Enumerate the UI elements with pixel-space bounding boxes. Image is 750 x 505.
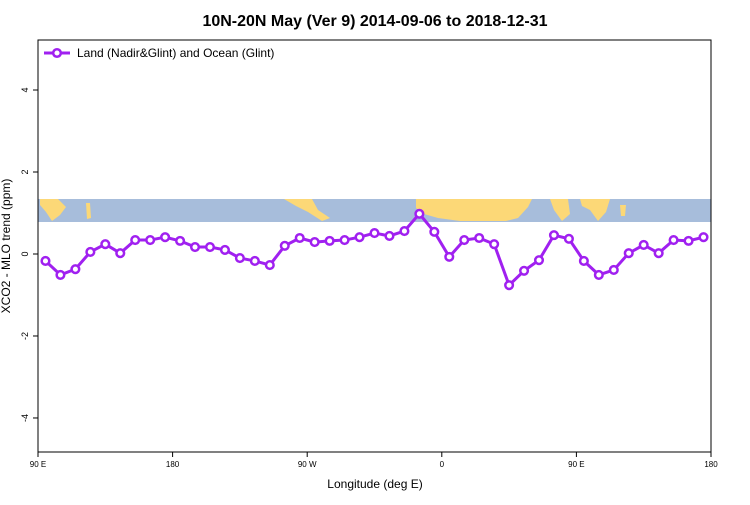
x-tick-label: 180 — [704, 460, 718, 469]
data-point — [145, 235, 156, 246]
data-point — [414, 208, 425, 219]
data-point — [189, 241, 201, 253]
data-point — [40, 255, 51, 267]
x-tick-label: 90 W — [298, 460, 317, 469]
data-point — [698, 232, 709, 243]
y-tick-label: 4 — [20, 88, 30, 93]
data-point — [429, 226, 440, 237]
x-tick-label: 90 E — [568, 460, 584, 469]
data-point — [264, 260, 275, 271]
land — [40, 199, 66, 221]
map-strip — [38, 199, 711, 222]
y-tick-label: 2 — [20, 169, 30, 174]
land — [580, 199, 610, 221]
y-tick-label: 0 — [20, 251, 30, 256]
plot-frame — [37, 39, 712, 453]
data-point — [55, 269, 66, 280]
data-point — [548, 230, 560, 241]
y-tick-label: -2 — [20, 332, 30, 340]
y-tick-label: -4 — [20, 414, 30, 422]
data-point — [339, 235, 350, 246]
land — [550, 199, 570, 221]
legend-label: Land (Nadir&Glint) and Ocean (Glint) — [77, 46, 274, 60]
data-line — [44, 211, 704, 288]
data-point — [204, 241, 216, 253]
data-point — [70, 264, 81, 275]
data-point — [219, 244, 230, 255]
x-axis-label: Longitude (deg E) — [327, 477, 422, 491]
chart-title: 10N-20N May (Ver 9) 2014-09-06 to 2018-1… — [202, 13, 547, 30]
land — [416, 199, 532, 221]
data-point — [668, 235, 679, 246]
data-point — [354, 232, 365, 243]
data-point — [279, 240, 290, 251]
data-point — [578, 255, 589, 267]
data-point — [519, 265, 530, 276]
land — [284, 199, 330, 221]
data-point — [85, 246, 96, 257]
data-point — [683, 235, 694, 246]
x-tick-label: 180 — [166, 460, 180, 469]
y-axis-label: XCO2 - MLO trend (ppm) — [0, 179, 13, 314]
land — [86, 203, 91, 219]
data-point — [309, 237, 320, 248]
data-point — [444, 251, 455, 262]
data-point — [533, 255, 545, 266]
data-point — [593, 269, 604, 280]
data-point — [608, 264, 619, 276]
data-point — [563, 233, 574, 244]
data-point — [399, 225, 410, 237]
data-point — [249, 255, 260, 267]
data-point — [369, 228, 380, 239]
legend-marker — [51, 47, 63, 59]
data-point — [294, 232, 305, 244]
data-point — [459, 235, 470, 246]
data-point — [638, 239, 649, 251]
data-point — [160, 232, 171, 243]
data-point — [489, 239, 500, 250]
data-point — [234, 253, 245, 264]
data-point — [130, 235, 141, 246]
data-point — [623, 248, 634, 259]
ocean-band — [38, 199, 711, 222]
data-point — [474, 232, 485, 244]
data-point — [384, 230, 395, 242]
land — [620, 205, 626, 216]
data-point — [504, 280, 515, 291]
data-point — [324, 235, 335, 246]
data-point — [175, 235, 186, 246]
x-tick-label: 0 — [440, 460, 445, 469]
data-point — [100, 239, 111, 250]
data-point — [115, 248, 126, 259]
x-tick-label: 90 E — [30, 460, 46, 469]
data-point — [653, 248, 664, 259]
